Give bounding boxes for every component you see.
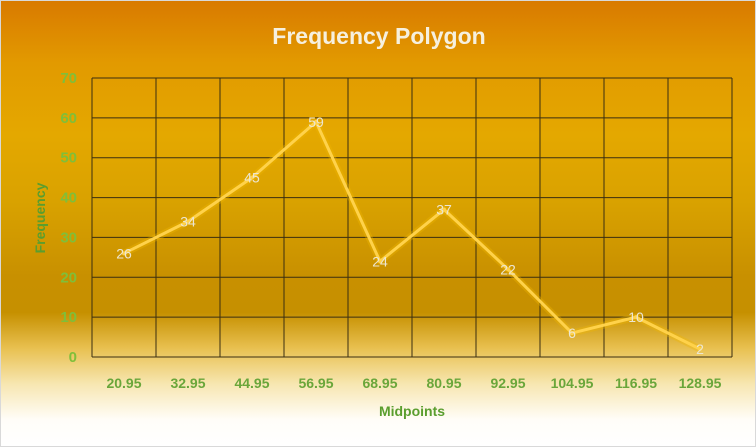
data-point [122,251,126,256]
x-tick-label: 20.95 [106,375,141,391]
y-tick-label: 20 [60,269,77,286]
chart-title: Frequency Polygon [272,23,485,49]
data-point [442,207,446,212]
y-tick-label: 40 [60,190,77,207]
x-tick-label: 68.95 [362,375,397,391]
data-label: 26 [116,245,132,261]
series-line [123,120,701,351]
data-label: 34 [180,213,196,229]
x-tick-label: 104.95 [551,375,594,391]
data-labels: 26 34 45 59 24 37 22 6 10 2 [116,114,704,357]
data-label: 22 [500,261,516,277]
x-tick-label: 44.95 [234,375,269,391]
x-axis-ticks: 20.95 32.95 44.95 56.95 68.95 80.95 92.95 104.9… [106,375,721,391]
y-tick-label: 70 [60,70,77,87]
data-label: 6 [568,325,576,341]
data-point [506,267,510,272]
data-label: 10 [628,309,644,325]
data-label: 24 [372,253,388,269]
x-tick-label: 128.95 [679,375,722,391]
data-point [570,331,574,336]
y-tick-label: 60 [60,110,77,127]
plot-grid [91,77,733,358]
series-layer [122,118,702,353]
data-label: 59 [308,114,324,130]
data-point [186,219,190,224]
y-tick-label: 10 [60,309,77,326]
data-point [314,119,318,124]
x-tick-label: 116.95 [615,375,657,391]
x-axis-title: Midpoints [379,403,445,419]
data-point [698,347,702,352]
data-point [634,315,638,320]
data-point [378,259,382,264]
y-axis-ticks: 0 10 20 30 40 50 60 70 [60,70,77,366]
data-label: 45 [244,170,260,186]
x-tick-label: 56.95 [298,375,333,391]
x-tick-label: 92.95 [490,375,525,391]
data-label: 2 [696,341,704,357]
x-tick-label: 32.95 [170,375,205,391]
x-tick-label: 80.95 [426,375,461,391]
y-axis-title: Frequency [32,182,48,253]
y-tick-label: 50 [60,150,77,167]
y-tick-label: 0 [69,349,77,366]
data-label: 37 [436,202,452,218]
data-point [250,175,254,180]
y-tick-label: 30 [60,229,77,246]
